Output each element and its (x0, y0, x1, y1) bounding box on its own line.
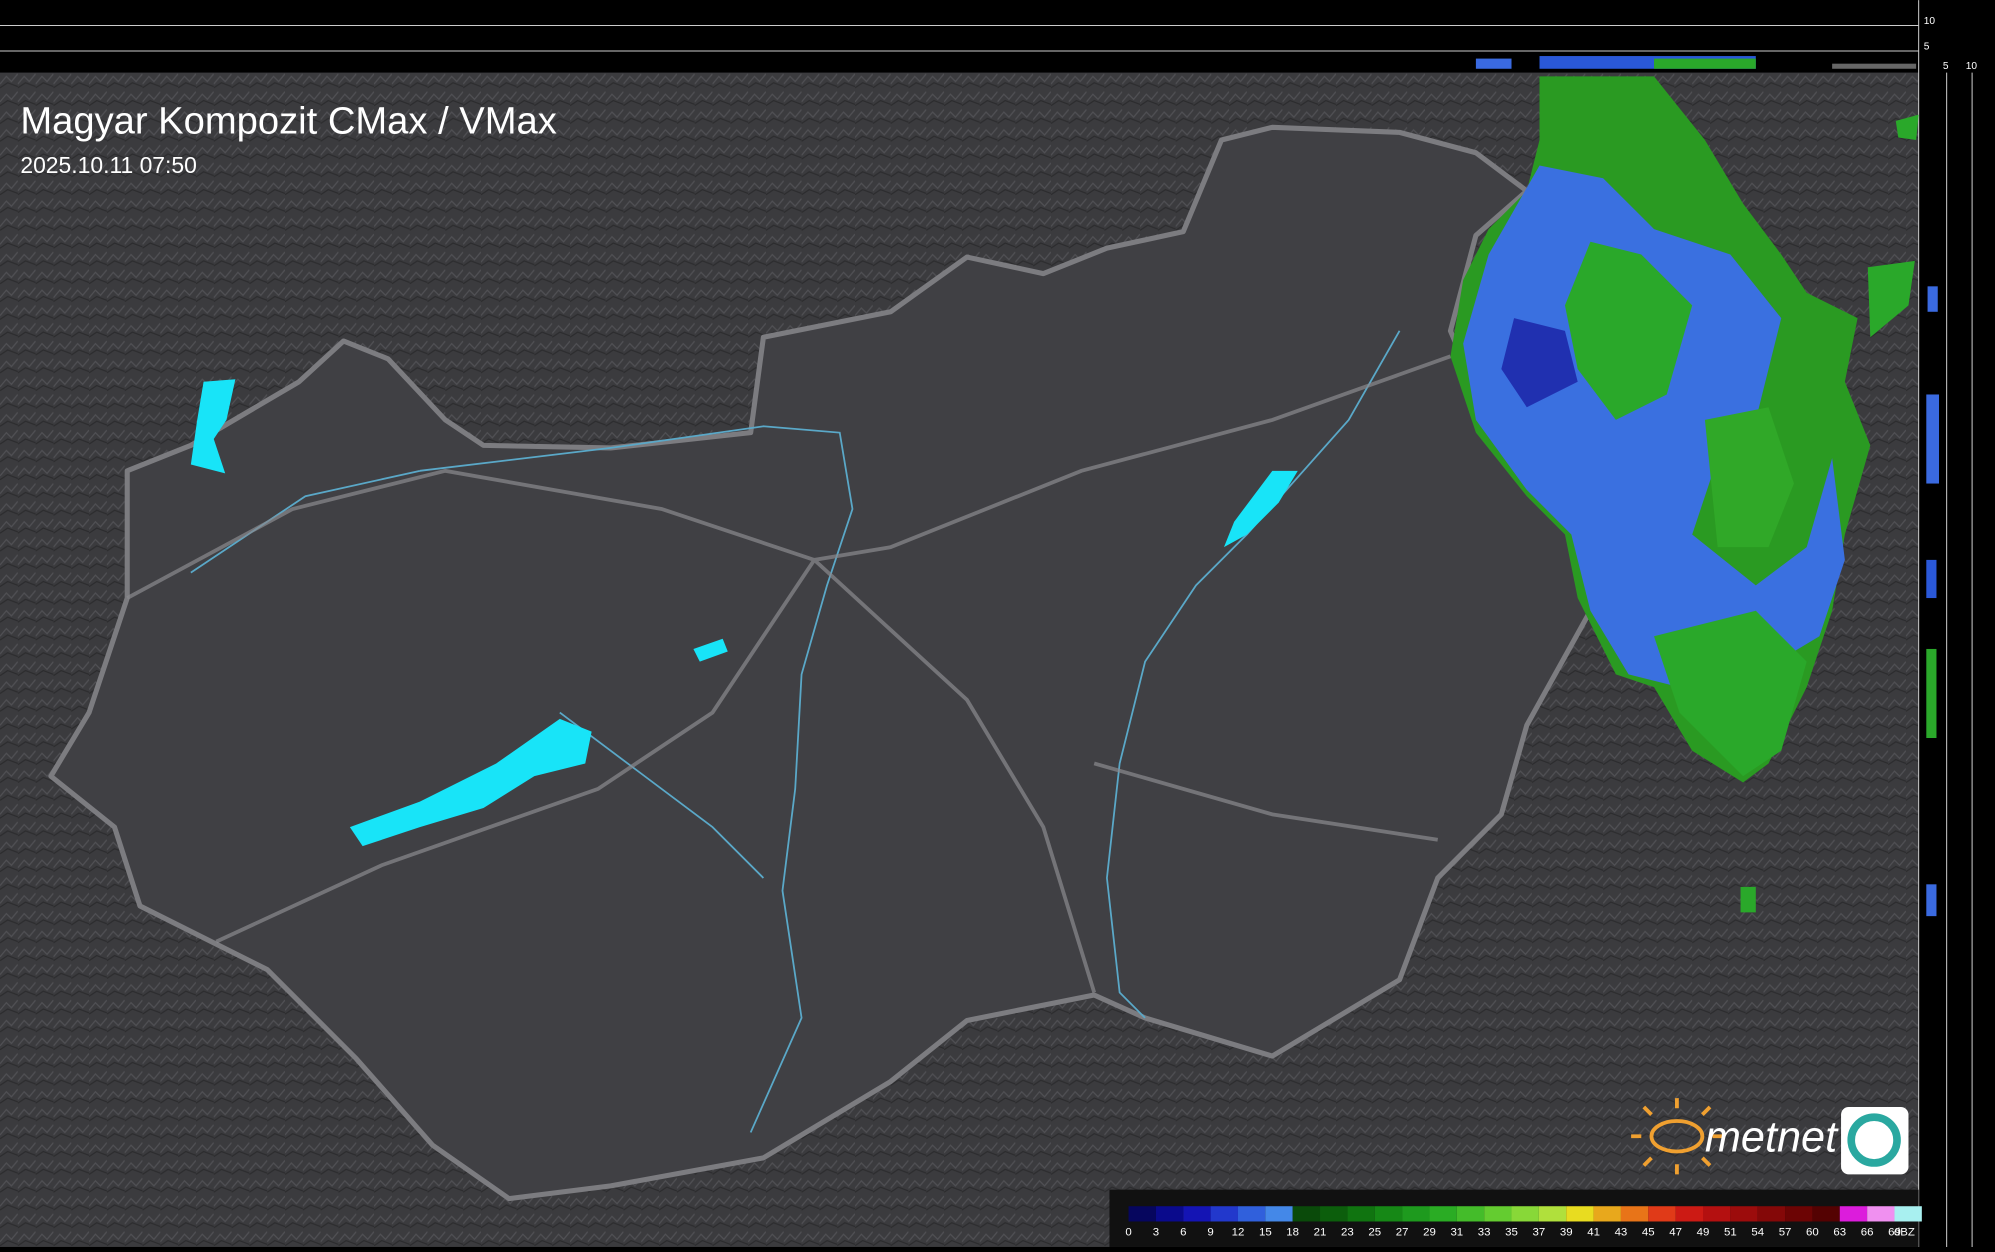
legend-label: 54 (1751, 1226, 1764, 1238)
legend-unit: dBZ (1894, 1226, 1915, 1238)
legend-label: 51 (1724, 1226, 1737, 1238)
legend-swatch (1237, 1206, 1266, 1222)
logo: metnet (1631, 1098, 1909, 1175)
legend-label: 41 (1587, 1226, 1600, 1238)
legend-label: 18 (1286, 1226, 1299, 1238)
legend-swatch (1183, 1206, 1211, 1222)
legend-label: 57 (1779, 1226, 1792, 1238)
legend-label: 21 (1314, 1226, 1327, 1238)
legend-swatch (1456, 1206, 1485, 1222)
radar-echo (1450, 76, 1919, 913)
legend-label: 43 (1615, 1226, 1628, 1238)
legend-label: 66 (1861, 1226, 1874, 1238)
legend-swatch (1839, 1206, 1868, 1222)
profile-tick: 5 (1943, 61, 1949, 72)
legend-swatch (1292, 1206, 1321, 1222)
legend-swatch (1347, 1206, 1375, 1222)
profile-echo (1475, 56, 1940, 917)
country (48, 124, 1593, 1202)
legend-label: 45 (1642, 1226, 1655, 1238)
legend-swatch (1675, 1206, 1704, 1222)
profile-tick: 10 (1924, 16, 1936, 27)
lakes (190, 379, 1298, 847)
legend-label: 27 (1396, 1226, 1409, 1238)
legend-swatch (1128, 1206, 1156, 1222)
legend-swatch (1210, 1206, 1238, 1222)
legend-swatch (1511, 1206, 1539, 1222)
legend-label: 29 (1423, 1226, 1436, 1238)
legend-label: 23 (1341, 1226, 1354, 1238)
legend-label: 37 (1533, 1226, 1546, 1238)
legend-swatch (1402, 1206, 1430, 1222)
legend-swatch (1566, 1206, 1594, 1222)
rivers (190, 330, 1401, 1133)
timestamp: 2025.10.11 07:50 (20, 152, 197, 178)
legend-swatch (1155, 1206, 1184, 1222)
legend-swatch (1265, 1206, 1293, 1222)
legend-label: 15 (1259, 1226, 1272, 1238)
legend-label: 25 (1368, 1226, 1381, 1238)
legend-swatch (1757, 1206, 1786, 1222)
legend-swatch (1593, 1206, 1621, 1222)
legend-label: 9 (1207, 1226, 1213, 1238)
legend-label: 35 (1505, 1226, 1518, 1238)
legend-label: 69 (1888, 1226, 1901, 1238)
legend-label: 12 (1232, 1226, 1245, 1238)
legend-swatch (1484, 1206, 1512, 1222)
legend: 0 3 6 9 12 15 18 21 23 25 27 29 31 33 35 37 39 41 43 45 47 49… (1125, 1206, 1922, 1238)
legend-label: 33 (1478, 1226, 1491, 1238)
legend-swatch (1812, 1206, 1840, 1222)
legend-label: 49 (1697, 1226, 1710, 1238)
legend-swatch (1867, 1206, 1895, 1222)
legend-swatch (1648, 1206, 1676, 1222)
legend-label: 60 (1806, 1226, 1819, 1238)
legend-swatch (1538, 1206, 1567, 1222)
legend-label: 47 (1669, 1226, 1682, 1238)
legend-label: 3 (1153, 1226, 1159, 1238)
profile-tick: 5 (1924, 42, 1930, 53)
legend-label: 39 (1560, 1226, 1573, 1238)
map-title: Magyar Kompozit CMax / VMax (20, 100, 556, 143)
legend-swatch (1320, 1206, 1348, 1222)
legend-swatch (1894, 1206, 1922, 1222)
roads (126, 354, 1452, 994)
legend-swatch (1620, 1206, 1649, 1222)
legend-swatch (1703, 1206, 1731, 1222)
legend-swatch (1730, 1206, 1758, 1222)
legend-label: 63 (1833, 1226, 1846, 1238)
legend-swatch (1374, 1206, 1403, 1222)
legend-label: 6 (1180, 1226, 1186, 1238)
logo-text: metnet (1705, 1114, 1839, 1162)
legend-swatch (1785, 1206, 1813, 1222)
legend-label: 31 (1450, 1226, 1463, 1238)
profile-tick: 10 (1966, 61, 1978, 72)
legend-label: 0 (1125, 1226, 1131, 1238)
legend-swatch (1429, 1206, 1457, 1222)
